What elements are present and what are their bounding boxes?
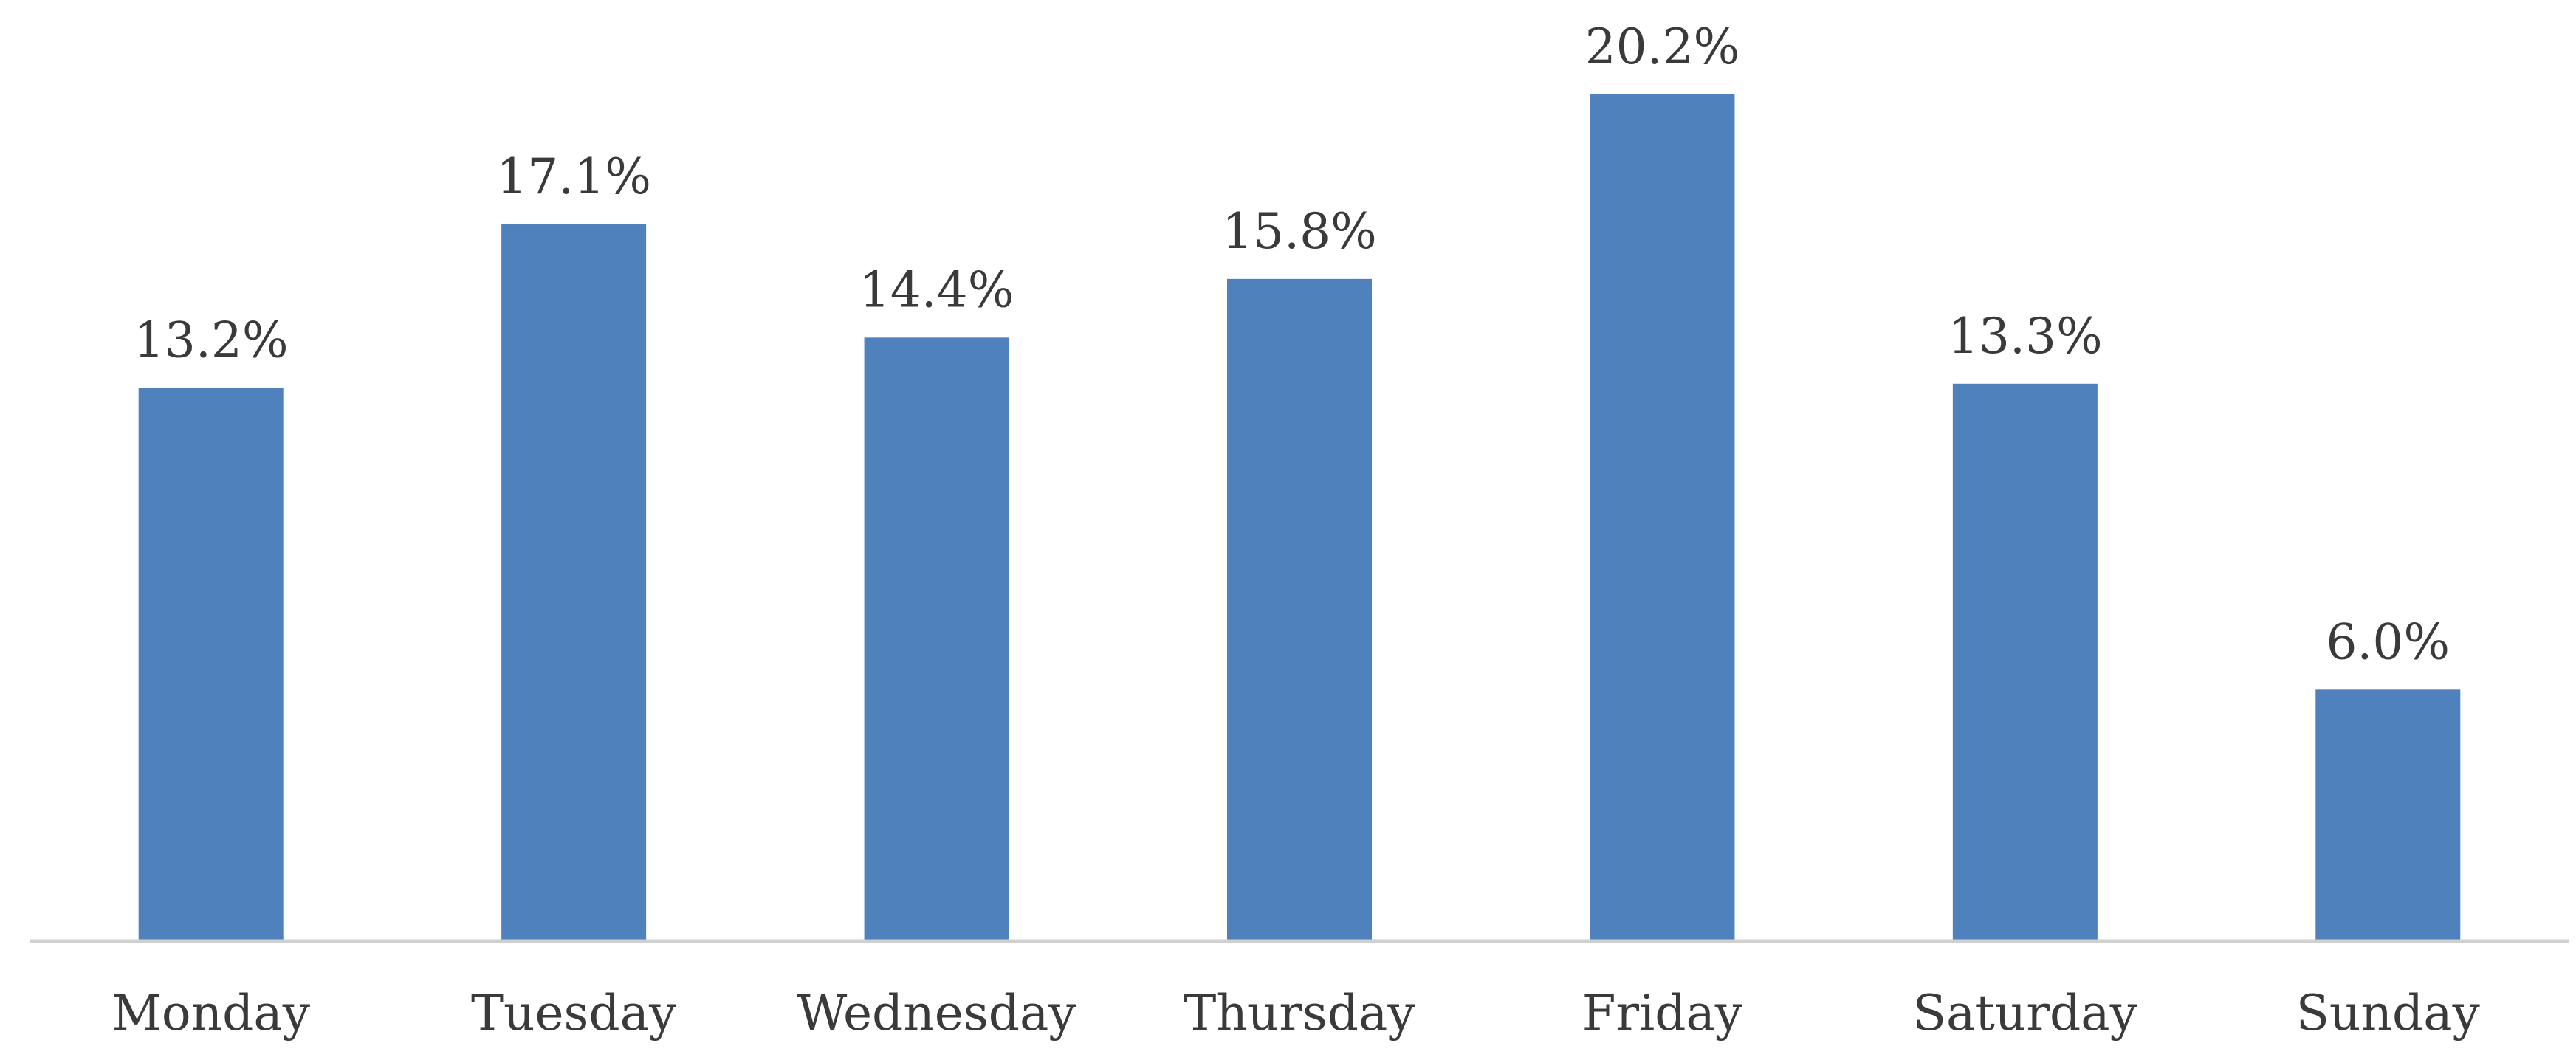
value-labels-layer: 13.2% 17.1% 14.4% 15.8% 20.2% 13.3% 6.0% (134, 18, 2450, 670)
category-label-sunday: Sunday (2296, 985, 2481, 1042)
category-labels-layer: Monday Tuesday Wednesday Thursday Friday Satu… (111, 985, 2480, 1042)
category-label-monday: Monday (111, 985, 310, 1042)
bar-friday (1590, 94, 1735, 941)
value-label-saturday: 13.3% (1948, 308, 2103, 365)
category-label-wednesday: Wednesday (797, 985, 1077, 1042)
value-label-sunday: 6.0% (2326, 613, 2450, 670)
category-label-thursday: Thursday (1184, 985, 1415, 1042)
bar-sunday (2315, 689, 2461, 941)
value-label-friday: 20.2% (1585, 18, 1740, 75)
bar-saturday (1952, 383, 2098, 941)
value-label-tuesday: 17.1% (496, 148, 651, 205)
bar-monday (138, 388, 284, 941)
value-label-wednesday: 14.4% (859, 261, 1014, 318)
value-label-monday: 13.2% (134, 312, 289, 368)
category-label-saturday: Saturday (1913, 985, 2138, 1042)
bars-layer (138, 94, 2461, 942)
value-label-thursday: 15.8% (1222, 203, 1377, 260)
category-label-friday: Friday (1582, 985, 1743, 1042)
category-label-tuesday: Tuesday (471, 985, 677, 1042)
bar-wednesday (864, 337, 1009, 941)
bar-thursday (1227, 278, 1372, 942)
bar-tuesday (501, 224, 647, 941)
